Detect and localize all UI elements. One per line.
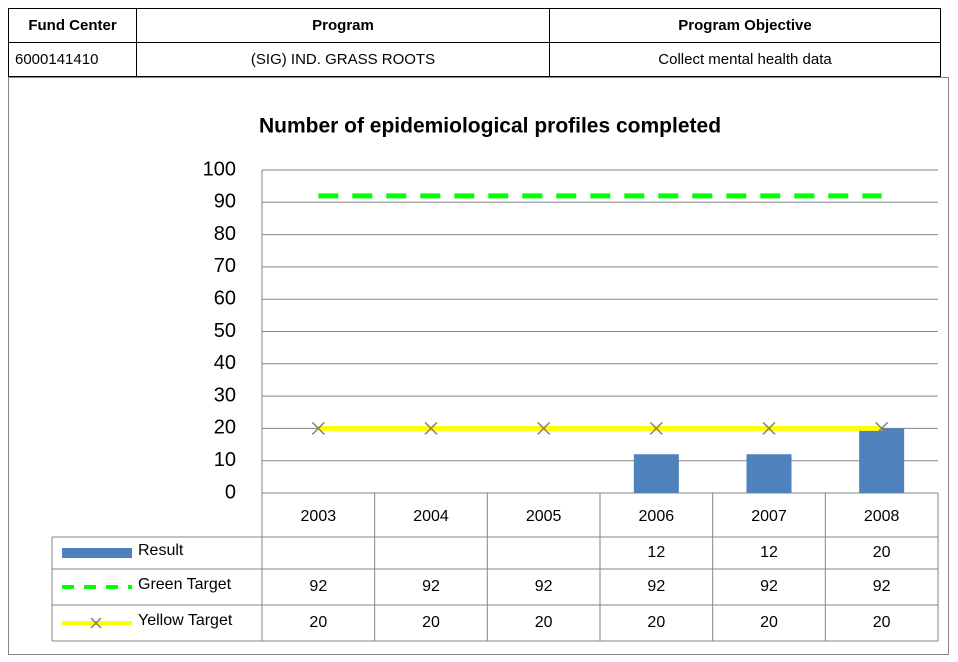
y-tick-label: 10 — [214, 449, 236, 471]
marker — [649, 421, 663, 435]
y-tick-label: 90 — [214, 191, 236, 213]
y-tick-label: 70 — [214, 255, 236, 277]
legend-marker — [90, 617, 102, 629]
table-value: 92 — [309, 578, 327, 595]
marker — [311, 421, 325, 435]
table-value: 92 — [760, 578, 778, 595]
legend-label: Yellow Target — [138, 612, 233, 629]
chart-title: Number of epidemiological profiles compl… — [259, 115, 721, 138]
table-value: 20 — [760, 614, 778, 631]
table-value: 92 — [422, 578, 440, 595]
header-table: Fund Center Program Program Objective 60… — [8, 8, 941, 77]
marker — [762, 421, 776, 435]
y-tick-label: 80 — [214, 223, 236, 245]
table-value: 20 — [309, 614, 327, 631]
table-value: 20 — [535, 614, 553, 631]
data-row: 6000141410 (SIG) IND. GRASS ROOTS Collec… — [8, 42, 941, 77]
y-tick-label: 30 — [214, 384, 236, 406]
chart-border — [8, 77, 949, 655]
x-tick-label: 2008 — [864, 508, 900, 525]
x-tick-label: 2006 — [639, 508, 675, 525]
bar — [859, 428, 905, 493]
y-tick-label: 20 — [214, 417, 236, 439]
table-value: 92 — [873, 578, 891, 595]
table-value: 12 — [760, 544, 778, 561]
marker — [424, 421, 438, 435]
cell: (SIG) IND. GRASS ROOTS — [136, 42, 550, 77]
cell: Collect mental health data — [549, 42, 941, 77]
x-tick-label: 2005 — [526, 508, 562, 525]
x-tick-label: 2003 — [301, 508, 337, 525]
column-header: Fund Center — [8, 8, 137, 43]
marker — [537, 421, 551, 435]
table-value: 20 — [873, 544, 891, 561]
legend-label: Green Target — [138, 576, 232, 593]
legend-label: Result — [138, 542, 184, 559]
x-tick-label: 2004 — [413, 508, 449, 525]
y-tick-label: 40 — [214, 352, 236, 374]
x-tick-label: 2007 — [751, 508, 787, 525]
table-value: 20 — [422, 614, 440, 631]
table-value: 20 — [647, 614, 665, 631]
y-tick-label: 60 — [214, 287, 236, 309]
y-tick-label: 100 — [203, 158, 236, 180]
legend-key — [62, 548, 132, 558]
cell: 6000141410 — [8, 42, 137, 77]
y-tick-label: 0 — [225, 481, 236, 503]
marker — [875, 421, 889, 435]
header-row: Fund Center Program Program Objective — [8, 8, 941, 43]
table-value: 92 — [535, 578, 553, 595]
bar — [746, 454, 792, 493]
table-value: 12 — [647, 544, 665, 561]
column-header: Program Objective — [549, 8, 941, 43]
column-header: Program — [136, 8, 550, 43]
bar — [633, 454, 679, 493]
y-tick-label: 50 — [214, 320, 236, 342]
table-value: 20 — [873, 614, 891, 631]
table-value: 92 — [647, 578, 665, 595]
